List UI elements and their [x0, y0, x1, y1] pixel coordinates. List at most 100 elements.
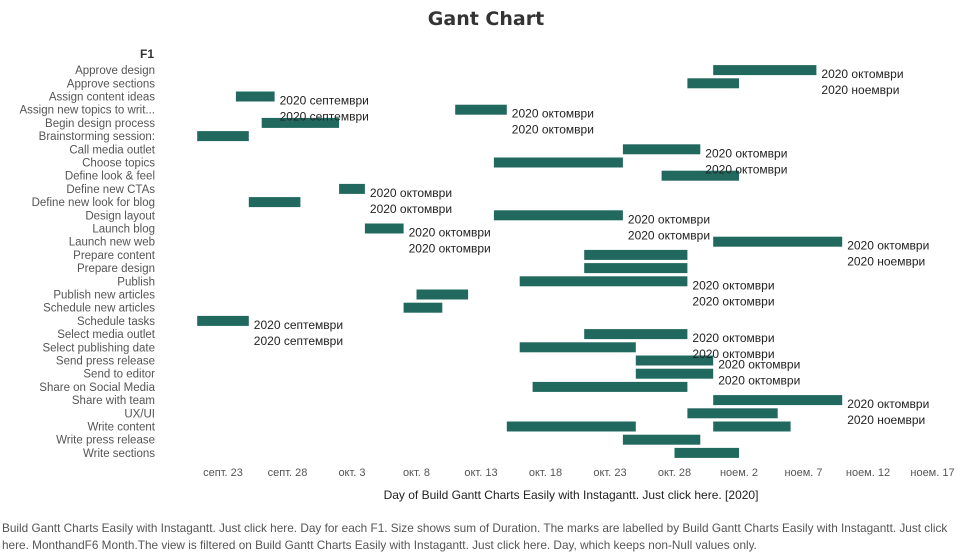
- bar-labels: 2020 октомври 2020 ноември 2020 септември 2…: [254, 67, 930, 427]
- bar-label: 2020 октомври: [847, 397, 929, 411]
- task-label: Choose topics: [82, 158, 155, 170]
- bar-label: 2020 ноември: [847, 255, 925, 269]
- task-label: Design layout: [85, 210, 155, 222]
- gantt-bar[interactable]: [364, 223, 404, 234]
- bar-label: 2020 септември: [254, 334, 343, 348]
- gantt-bar[interactable]: [674, 447, 740, 458]
- task-label: Assign new topics to writ...: [20, 105, 156, 117]
- task-label: Define new CTAs: [66, 184, 155, 196]
- x-tick-label: окт. 8: [403, 467, 430, 479]
- gantt-bar[interactable]: [713, 421, 791, 432]
- gantt-bar[interactable]: [493, 210, 623, 221]
- task-label: Prepare content: [73, 250, 156, 262]
- gantt-bar[interactable]: [584, 249, 688, 260]
- task-label: Begin design process: [45, 118, 155, 130]
- bar-label: 2020 октомври: [847, 239, 929, 253]
- gantt-bar[interactable]: [261, 117, 340, 128]
- task-label: Schedule new articles: [43, 303, 155, 315]
- gantt-bar[interactable]: [661, 170, 739, 181]
- task-label: Share on Social Media: [39, 382, 155, 394]
- gantt-bar[interactable]: [713, 236, 843, 247]
- gantt-bar[interactable]: [635, 368, 714, 379]
- bar-label: 2020 септември: [280, 110, 369, 124]
- gantt-bar[interactable]: [197, 131, 249, 142]
- gantt-bar[interactable]: [687, 78, 739, 89]
- chart-title: Gant Chart: [427, 8, 545, 30]
- gantt-bar[interactable]: [248, 197, 301, 208]
- bar-label: 2020 ноември: [847, 413, 925, 427]
- bar-label: 2020 октомври: [512, 107, 594, 121]
- gantt-bar[interactable]: [197, 315, 249, 326]
- task-label: Select media outlet: [57, 329, 156, 341]
- gantt-bar[interactable]: [584, 329, 688, 340]
- gantt-bar[interactable]: [339, 183, 365, 194]
- bar-label: 2020 октомври: [409, 226, 491, 240]
- caption: Build Gantt Charts Easily with Instagant…: [2, 521, 948, 552]
- gantt-bar[interactable]: [416, 289, 469, 300]
- task-label: Prepare design: [77, 263, 155, 275]
- gantt-bar[interactable]: [506, 421, 636, 432]
- gantt-bar[interactable]: [519, 276, 688, 287]
- task-label: Assign content ideas: [49, 92, 155, 104]
- gantt-bar[interactable]: [532, 381, 688, 392]
- x-tick-label: септ. 28: [268, 467, 308, 479]
- gantt-bar[interactable]: [687, 408, 778, 419]
- bar-label: 2020 октомври: [705, 162, 787, 176]
- task-label: Send press release: [56, 356, 155, 368]
- bar-label: 2020 октомври: [370, 186, 452, 200]
- task-label: Share with team: [72, 395, 155, 407]
- task-label: Approve sections: [67, 78, 155, 90]
- task-label: Write press release: [56, 435, 155, 447]
- x-tick-label: окт. 23: [593, 467, 626, 479]
- gantt-bar[interactable]: [713, 395, 843, 406]
- gantt-bar[interactable]: [493, 157, 623, 168]
- bar-label: 2020 октомври: [370, 202, 452, 216]
- bar-label: 2020 октомври: [692, 347, 774, 361]
- bar-label: 2020 октомври: [718, 358, 800, 372]
- x-tick-label: септ. 23: [203, 467, 243, 479]
- x-axis-title: Day of Build Gantt Charts Easily with In…: [383, 488, 759, 502]
- bar-label: 2020 октомври: [821, 67, 903, 81]
- bar-label: 2020 октомври: [628, 228, 710, 242]
- gantt-bar[interactable]: [622, 434, 701, 445]
- bar-label: 2020 ноември: [821, 83, 899, 97]
- bar-label: 2020 октомври: [628, 212, 710, 226]
- task-label: Brainstorming session:: [39, 131, 155, 143]
- task-label: Define look & feel: [65, 171, 155, 183]
- gantt-bar[interactable]: [403, 302, 443, 313]
- gantt-bar[interactable]: [584, 263, 688, 274]
- gantt-bar[interactable]: [519, 342, 636, 353]
- task-label: Write sections: [83, 448, 155, 460]
- x-tick-label: окт. 18: [529, 467, 562, 479]
- bar-label: 2020 октомври: [692, 278, 774, 292]
- x-tick-label: окт. 28: [658, 467, 691, 479]
- gantt-bar[interactable]: [622, 144, 701, 155]
- bar-label: 2020 октомври: [512, 123, 594, 137]
- gantt-bar[interactable]: [455, 104, 507, 115]
- x-tick-label: ноем. 2: [720, 467, 758, 479]
- x-tick-label: окт. 13: [464, 467, 497, 479]
- task-label: Launch new web: [69, 237, 155, 249]
- task-label: Launch blog: [92, 224, 155, 236]
- x-tick-label: ноем. 12: [846, 467, 890, 479]
- task-label: Approve design: [75, 65, 155, 77]
- bar-label: 2020 септември: [254, 318, 343, 332]
- x-axis-ticks: септ. 23 септ. 28 окт. 3 окт. 8 окт. 13 окт. …: [203, 467, 954, 479]
- gantt-bar[interactable]: [235, 91, 275, 102]
- bar-label: 2020 октомври: [718, 374, 800, 388]
- task-label: Send to editor: [83, 369, 155, 381]
- task-label: Define new look for blog: [32, 197, 155, 209]
- task-label: UX/UI: [124, 408, 155, 420]
- gantt-bars: [197, 65, 843, 458]
- task-label: Call media outlet: [69, 144, 155, 156]
- x-tick-label: ноем. 17: [910, 467, 954, 479]
- gantt-bar[interactable]: [713, 65, 817, 76]
- task-label: Schedule tasks: [77, 316, 155, 328]
- gantt-bar[interactable]: [635, 355, 714, 366]
- bar-label: 2020 октомври: [409, 242, 491, 256]
- x-tick-label: ноем. 7: [784, 467, 822, 479]
- bar-label: 2020 октомври: [692, 294, 774, 308]
- x-tick-label: окт. 3: [338, 467, 365, 479]
